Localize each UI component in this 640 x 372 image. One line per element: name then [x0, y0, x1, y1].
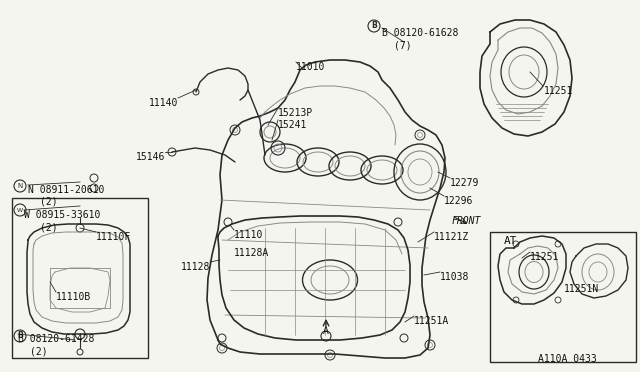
- Text: 11251: 11251: [544, 86, 573, 96]
- Text: 11010: 11010: [296, 62, 325, 72]
- Text: 11038: 11038: [440, 272, 469, 282]
- Text: 11110B: 11110B: [56, 292, 92, 302]
- Text: N 08911-20610: N 08911-20610: [28, 185, 104, 195]
- Text: 11128A: 11128A: [234, 248, 269, 258]
- Text: W 08915-33610: W 08915-33610: [24, 210, 100, 220]
- Text: (2): (2): [40, 197, 58, 207]
- Text: 11251N: 11251N: [564, 284, 599, 294]
- Text: 11251: 11251: [530, 252, 559, 262]
- Text: 15146: 15146: [136, 152, 165, 162]
- Text: 11110F: 11110F: [96, 232, 131, 242]
- Text: FRONT: FRONT: [452, 216, 481, 226]
- Text: A110A 0433: A110A 0433: [538, 354, 596, 364]
- Text: AT: AT: [504, 236, 518, 246]
- Text: (2): (2): [40, 222, 58, 232]
- Text: B: B: [17, 331, 23, 340]
- Text: 11121Z: 11121Z: [434, 232, 469, 242]
- Text: B 08120-61428: B 08120-61428: [18, 334, 94, 344]
- Text: (7): (7): [394, 40, 412, 50]
- Text: 15213P: 15213P: [278, 108, 313, 118]
- Text: 11251A: 11251A: [414, 316, 449, 326]
- Text: 11110: 11110: [234, 230, 264, 240]
- Text: A: A: [323, 326, 329, 336]
- Text: 12279: 12279: [450, 178, 479, 188]
- Bar: [12, 198, 148, 358]
- Bar: [490, 232, 636, 362]
- Text: B: B: [371, 22, 377, 31]
- Text: W: W: [17, 208, 23, 212]
- Text: B 08120-61628: B 08120-61628: [382, 28, 458, 38]
- Text: 12296: 12296: [444, 196, 474, 206]
- Text: N: N: [17, 183, 22, 189]
- Text: 11128: 11128: [180, 262, 210, 272]
- Text: 11140: 11140: [148, 98, 178, 108]
- Text: 15241: 15241: [278, 120, 307, 130]
- Text: (2): (2): [30, 346, 47, 356]
